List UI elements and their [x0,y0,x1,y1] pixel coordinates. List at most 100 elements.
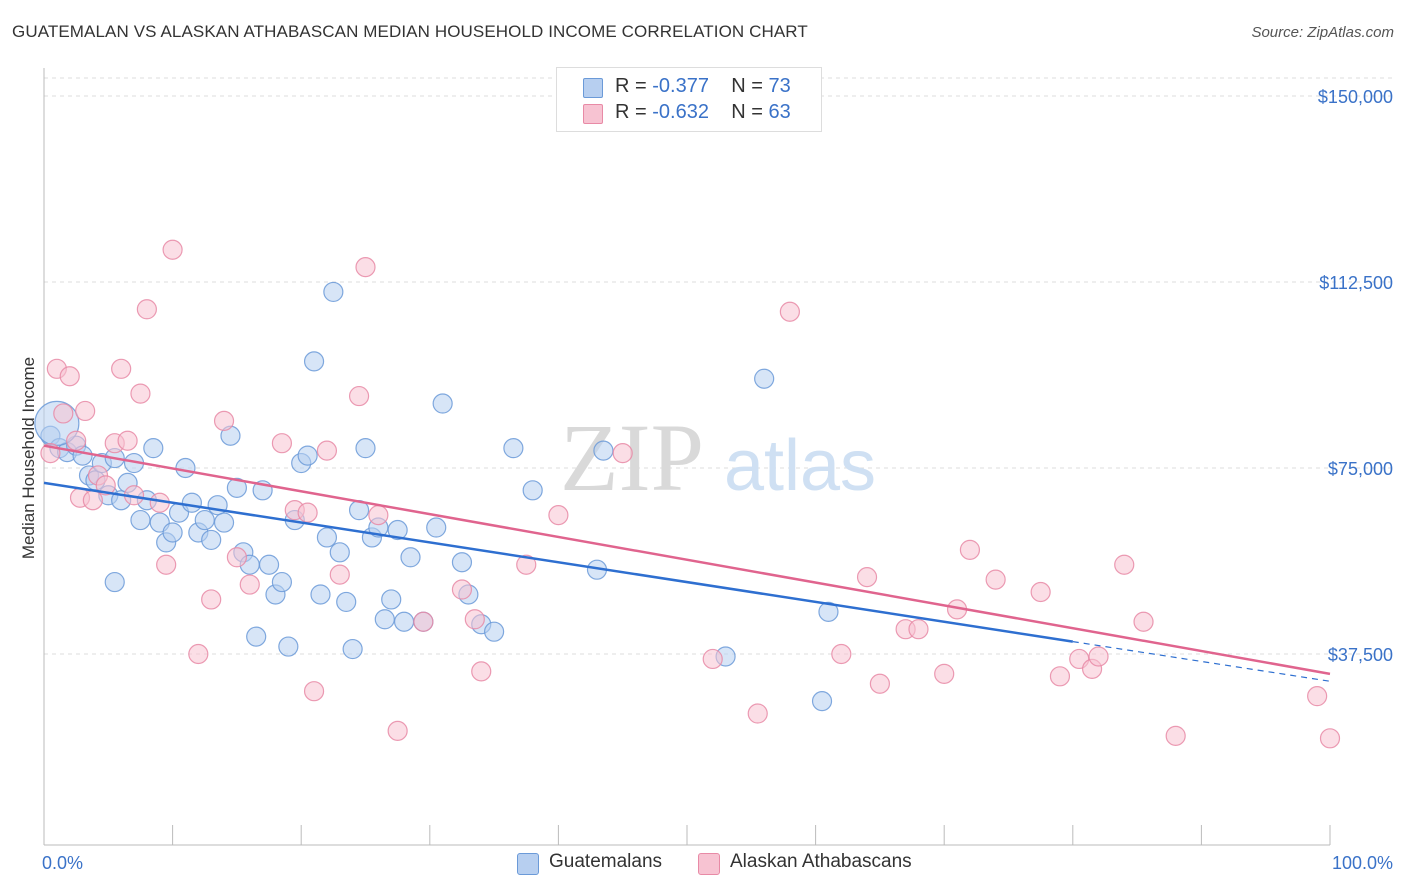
data-point [818,601,839,622]
data-point [387,720,408,741]
data-point [188,643,209,665]
data-point [516,554,537,575]
data-point [226,477,247,498]
stats-legend: R = -0.377 N = 73 R = -0.632 N = 63 [556,67,822,132]
trend-line-guatemalans-extension [1072,641,1331,682]
data-point [593,440,614,461]
data-point [181,492,202,513]
data-point [869,673,891,694]
data-point [297,445,318,466]
data-point [104,571,125,593]
data-point [702,648,723,670]
data-point [426,517,447,538]
data-point [278,636,299,657]
n-value: 63 [768,101,791,123]
data-point [1088,646,1109,667]
data-point [387,519,408,541]
trend-line-guatemalans [43,481,1073,643]
data-point [336,591,357,613]
data-point [111,358,132,379]
data-point [75,400,96,422]
chart-title: GUATEMALAN VS ALASKAN ATHABASCAN MEDIAN … [12,22,808,41]
data-point [779,301,800,322]
data-point [432,393,453,414]
data-point [316,440,338,461]
data-point [66,430,87,451]
data-point [1133,611,1154,632]
data-point [959,539,981,560]
trend-line-alaskan-athabascans [43,444,1331,676]
data-point [226,547,247,568]
data-point [1049,666,1071,687]
watermark-atlas: atlas [724,426,876,506]
data-point [451,552,473,573]
data-point [310,584,331,605]
data-point [348,385,370,407]
y-tick-label: $37,500 [1328,645,1393,665]
data-point [271,571,293,593]
legend-swatch-pink [583,104,603,124]
data-point [136,299,157,320]
y-axis-label: Median Household Income [19,357,38,559]
n-label: N = [731,101,763,123]
data-point [201,589,222,610]
data-point [82,490,103,511]
y-tick-labels: $37,500 $75,000 $112,500 $150,000 [1318,87,1393,665]
data-point [548,505,569,526]
data-point [194,509,215,531]
data-point [303,681,325,702]
data-point [355,257,376,278]
legend-label: Guatemalans [549,851,663,872]
data-point [95,475,116,496]
data-point [368,505,389,526]
data-point [856,567,878,588]
watermark: ZIP atlas [560,404,876,511]
data-point [329,542,350,563]
watermark-zip: ZIP [560,404,704,511]
data-point [934,663,955,684]
y-tick-label: $150,000 [1318,87,1393,107]
series-guatemalans [34,281,839,712]
legend-swatch-pink [698,853,720,875]
data-point [1165,725,1186,746]
n-label: N = [731,75,763,97]
series-alaskan-athabascans [40,239,1341,749]
data-point [239,574,260,595]
data-point [303,351,325,372]
data-point [1307,686,1328,707]
x-tick-label: 100.0% [1332,853,1393,873]
data-point [342,638,363,660]
legend-label: Alaskan Athabascans [730,851,912,872]
data-point [484,621,505,642]
data-point [130,509,151,531]
x-tick-labels: 0.0% 100.0% [42,853,1393,873]
data-point [831,643,852,665]
data-point [908,619,929,640]
data-point [374,609,395,630]
y-tick-label: $112,500 [1319,273,1393,293]
data-point [747,703,768,724]
data-point [400,547,421,568]
data-point [503,438,524,459]
trend-lines [43,444,1331,682]
data-point [1030,581,1051,603]
data-point [201,529,222,551]
data-point [117,430,138,451]
data-point [393,611,415,632]
data-point [413,611,434,632]
data-point [451,579,473,600]
data-point [59,366,80,387]
n-value: 73 [768,75,791,97]
data-point [130,383,151,404]
data-point [811,691,833,712]
x-tick-label: 0.0% [42,853,83,873]
data-point [162,522,183,543]
data-point [213,512,235,533]
data-point [316,527,338,548]
data-point [522,480,543,501]
data-point [213,410,235,431]
data-point [1319,728,1341,749]
legend-swatch-blue [517,853,539,875]
data-point [612,443,633,464]
